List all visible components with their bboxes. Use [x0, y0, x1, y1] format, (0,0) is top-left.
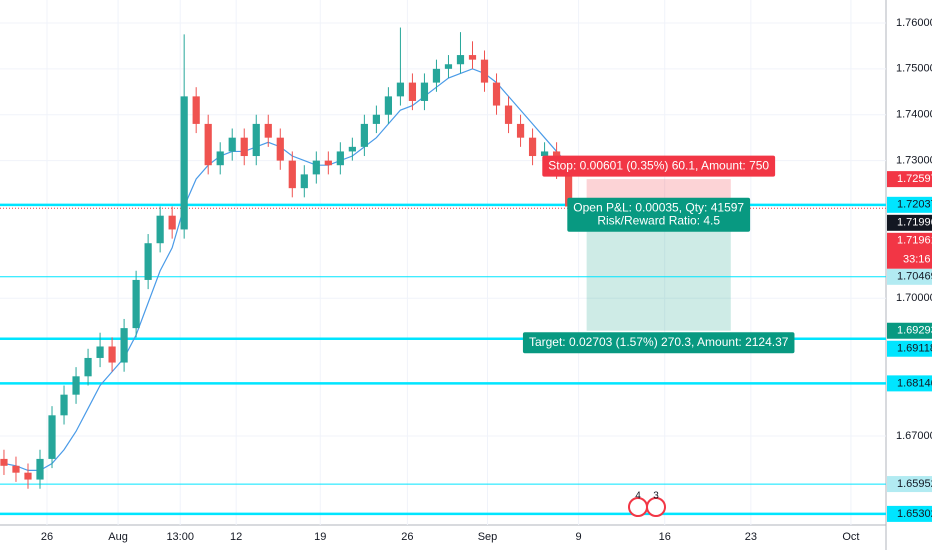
candle-body — [300, 174, 308, 189]
candle-body — [228, 137, 236, 152]
candle-body — [504, 105, 513, 124]
candle-body — [168, 215, 176, 230]
stop-label-text: Stop: 0.00601 (0.35%) 60.1, Amount: 750 — [548, 158, 769, 172]
price-tag-text: 1.65952 — [897, 478, 932, 490]
price-tag — [887, 196, 932, 213]
candle-body — [180, 96, 188, 230]
candle-body — [0, 458, 8, 466]
candle-body — [36, 458, 44, 480]
candle-body — [408, 82, 417, 101]
candle-body — [384, 96, 393, 115]
target-label — [522, 332, 795, 354]
price-tag — [887, 214, 932, 231]
price-tag — [887, 268, 932, 285]
candle-body — [156, 215, 164, 244]
x-tick-label: 23 — [745, 531, 757, 543]
price-tag — [887, 322, 932, 339]
candle-body — [216, 151, 224, 166]
candle-body — [372, 114, 380, 124]
candle-body — [96, 346, 104, 358]
candle-body — [144, 243, 152, 280]
candle-body — [108, 346, 116, 363]
candle-body — [252, 123, 260, 157]
candle-body — [480, 59, 489, 83]
x-tick-label: 13:00 — [166, 531, 194, 543]
candle-body — [132, 279, 140, 329]
y-tick-label: 1.75000 — [896, 63, 932, 75]
candle-body — [396, 82, 405, 97]
event-count: 3 — [653, 491, 659, 502]
candle-body — [48, 415, 56, 459]
candle-body — [276, 137, 284, 161]
price-tag-text: 1.72597 — [897, 173, 932, 185]
candle-body — [564, 169, 573, 207]
candle-body — [12, 465, 20, 473]
target-label-text: Target: 0.02703 (1.57%) 270.3, Amount: 2… — [529, 335, 789, 349]
x-tick-label: 26 — [41, 531, 53, 543]
candle-body — [240, 137, 248, 157]
candle-body — [324, 160, 332, 166]
x-tick-label: Sep — [478, 531, 498, 543]
y-tick-label: 1.74000 — [896, 109, 932, 121]
price-tag-text: 1.69118 — [897, 343, 932, 355]
candle-body — [288, 160, 296, 189]
candle-body — [24, 472, 32, 480]
moving-average — [3, 68, 570, 471]
price-tag-text: 1.71961 — [897, 235, 932, 247]
price-tag-text: 1.69293 — [897, 325, 932, 337]
candle-body — [468, 55, 477, 60]
candle-body — [360, 123, 368, 147]
y-tick-label: 1.70000 — [896, 292, 932, 304]
candle-body — [312, 160, 320, 175]
candle-body — [72, 376, 80, 395]
candle-body — [192, 96, 200, 124]
event-count: 4 — [635, 491, 641, 502]
candle-body — [516, 123, 525, 138]
candle-body — [84, 357, 92, 377]
candle-body — [336, 151, 344, 166]
candle-body — [492, 82, 501, 106]
price-tag — [887, 340, 932, 357]
x-tick-label: 19 — [314, 531, 326, 543]
candle-body — [420, 82, 429, 101]
price-tag — [887, 232, 932, 269]
candle-body — [444, 64, 453, 69]
price-tag — [887, 171, 932, 188]
countdown: 33:16 — [903, 254, 931, 266]
price-tag-text: 1.68146 — [897, 377, 932, 389]
pnl-label-text: Risk/Reward Ratio: 4.5 — [597, 213, 720, 227]
candle-body — [60, 394, 68, 416]
x-tick-label: Oct — [842, 531, 859, 543]
y-tick-label: 1.67000 — [896, 430, 932, 442]
event-badge — [646, 497, 666, 517]
pnl-label-text: Open P&L: 0.00035, Qty: 41597 — [573, 200, 744, 214]
x-tick-label: 12 — [230, 531, 242, 543]
y-tick-label: 1.73000 — [896, 155, 932, 167]
price-tag — [887, 476, 932, 493]
candle-body — [456, 55, 465, 65]
x-tick-label: 26 — [401, 531, 413, 543]
price-tag — [887, 505, 932, 522]
price-tag-text: 1.71996 — [897, 217, 932, 229]
candle-body — [348, 146, 356, 152]
candle-body — [120, 328, 128, 363]
candle-body — [432, 68, 441, 83]
price-tag-text: 1.72037 — [897, 199, 932, 211]
price-tag — [887, 375, 932, 392]
price-tag-text: 1.70469 — [897, 271, 932, 283]
stop-label — [542, 155, 776, 177]
candle-body — [528, 137, 537, 157]
x-tick-label: 9 — [576, 531, 582, 543]
candle-body — [264, 123, 272, 138]
y-tick-label: 1.76000 — [896, 17, 932, 29]
pnl-label — [567, 197, 751, 232]
x-tick-label: 16 — [659, 531, 671, 543]
price-tag-text: 1.65302 — [897, 508, 932, 520]
x-tick-label: Aug — [108, 531, 128, 543]
candle-body — [204, 123, 212, 166]
candle-body — [540, 151, 549, 157]
